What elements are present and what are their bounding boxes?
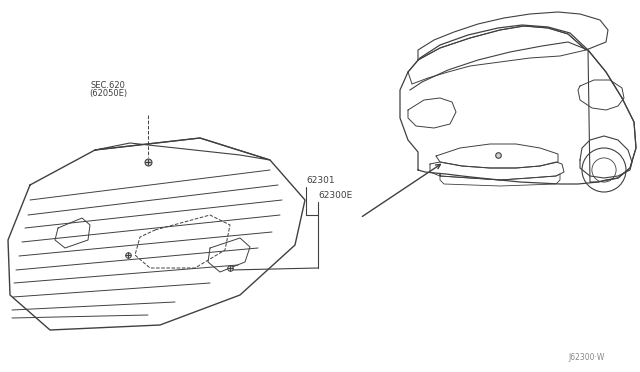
Text: 62301: 62301 xyxy=(306,176,335,185)
Text: 62300E: 62300E xyxy=(318,191,352,200)
Text: J62300·W: J62300·W xyxy=(568,353,604,362)
Text: (62050E): (62050E) xyxy=(89,89,127,98)
Text: SEC.620: SEC.620 xyxy=(91,81,125,90)
